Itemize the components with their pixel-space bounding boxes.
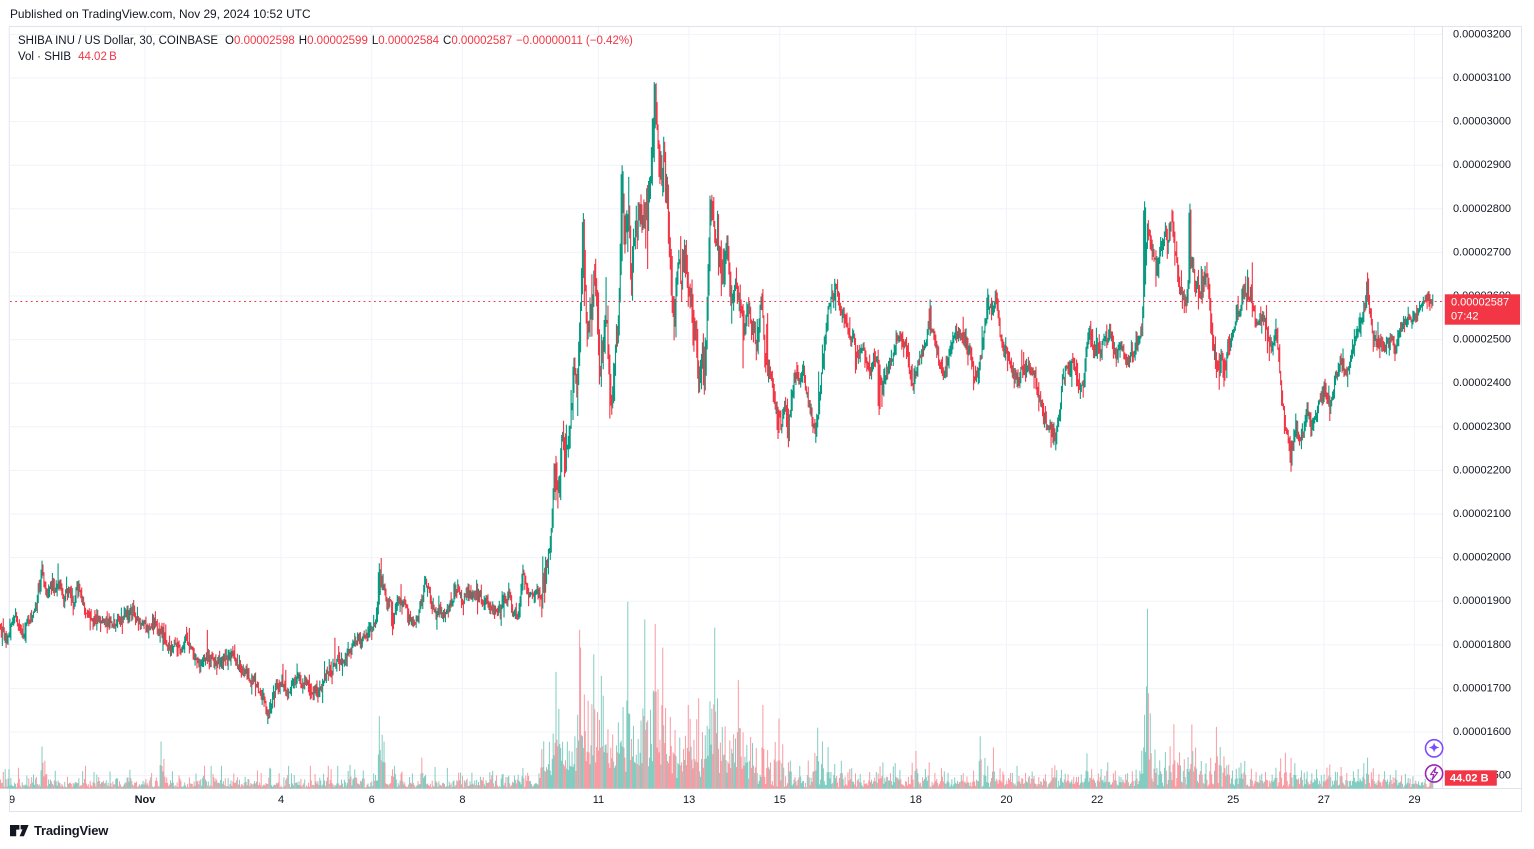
svg-text:15: 15 bbox=[774, 794, 786, 806]
svg-text:0.00002300: 0.00002300 bbox=[1453, 421, 1511, 433]
svg-text:18: 18 bbox=[910, 794, 922, 806]
svg-text:20: 20 bbox=[1000, 794, 1012, 806]
svg-text:0.00002100: 0.00002100 bbox=[1453, 508, 1511, 520]
svg-text:6: 6 bbox=[369, 794, 375, 806]
svg-text:0.00002500: 0.00002500 bbox=[1453, 334, 1511, 346]
svg-text:0.00002900: 0.00002900 bbox=[1453, 159, 1511, 171]
svg-text:0.00002587: 0.00002587 bbox=[1451, 297, 1509, 309]
svg-text:07:42: 07:42 bbox=[1451, 311, 1479, 323]
svg-text:0.00001600: 0.00001600 bbox=[1453, 726, 1511, 738]
svg-text:0.00001800: 0.00001800 bbox=[1453, 639, 1511, 651]
svg-text:11: 11 bbox=[593, 794, 604, 806]
svg-text:27: 27 bbox=[1318, 794, 1330, 806]
svg-text:0.00003200: 0.00003200 bbox=[1453, 28, 1511, 40]
svg-text:0.00001700: 0.00001700 bbox=[1453, 682, 1511, 694]
svg-text:29: 29 bbox=[3, 794, 15, 806]
svg-text:0.00001900: 0.00001900 bbox=[1453, 595, 1511, 607]
svg-text:44.02 B: 44.02 B bbox=[1450, 772, 1489, 784]
svg-text:0.00002800: 0.00002800 bbox=[1453, 203, 1511, 215]
svg-text:25: 25 bbox=[1227, 794, 1239, 806]
svg-text:22: 22 bbox=[1091, 794, 1103, 806]
svg-text:0.00003100: 0.00003100 bbox=[1453, 72, 1511, 84]
svg-text:4: 4 bbox=[278, 794, 284, 806]
svg-text:0.00002400: 0.00002400 bbox=[1453, 377, 1511, 389]
svg-text:0.00002700: 0.00002700 bbox=[1453, 246, 1511, 258]
svg-text:0.00002000: 0.00002000 bbox=[1453, 552, 1511, 564]
svg-text:Nov: Nov bbox=[135, 794, 157, 806]
svg-text:8: 8 bbox=[459, 794, 465, 806]
svg-text:29: 29 bbox=[1408, 794, 1420, 806]
svg-text:0.00003000: 0.00003000 bbox=[1453, 116, 1511, 128]
svg-text:13: 13 bbox=[683, 794, 695, 806]
svg-text:0.00002200: 0.00002200 bbox=[1453, 464, 1511, 476]
